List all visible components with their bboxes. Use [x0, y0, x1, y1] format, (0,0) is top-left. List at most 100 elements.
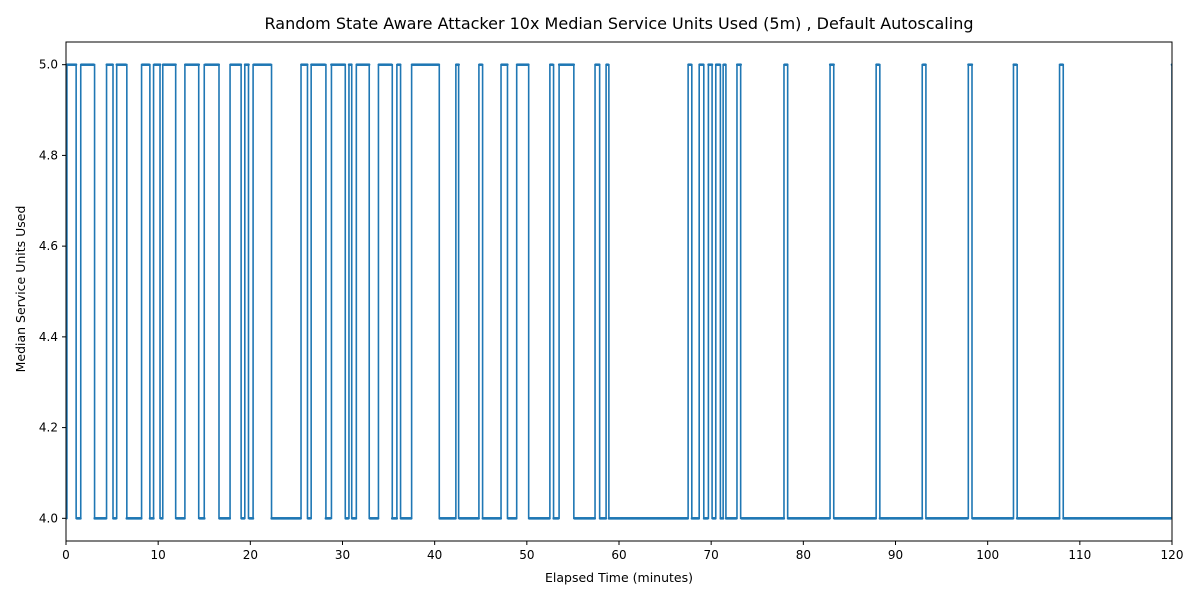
data-point	[551, 63, 554, 66]
data-point	[346, 517, 350, 520]
data-point	[597, 63, 601, 66]
data-point	[877, 63, 881, 66]
x-tick-label: 10	[151, 548, 166, 562]
data-point	[228, 517, 231, 520]
data-point	[1169, 517, 1172, 520]
data-point	[1057, 517, 1061, 520]
data-point	[713, 517, 717, 520]
data-point	[686, 517, 689, 520]
x-tick-label: 50	[519, 548, 534, 562]
data-point	[251, 517, 255, 520]
data-point	[174, 63, 177, 66]
data-point	[832, 63, 835, 66]
data-point	[152, 517, 155, 520]
data-point	[183, 517, 186, 520]
data-point	[701, 63, 705, 66]
y-axis-label: Median Service Units Used	[13, 206, 28, 373]
chart-title: Random State Aware Attacker 10x Median S…	[265, 14, 974, 33]
data-point	[197, 63, 201, 66]
data-point	[160, 517, 164, 520]
x-tick-label: 80	[796, 548, 811, 562]
data-point	[874, 517, 877, 520]
x-tick-label: 120	[1161, 548, 1184, 562]
data-point	[354, 517, 358, 520]
data-point	[514, 517, 518, 520]
data-point	[604, 517, 608, 520]
series-line	[66, 63, 1172, 520]
data-point	[606, 63, 610, 66]
data-point	[239, 63, 243, 66]
data-point	[323, 63, 327, 66]
data-point	[734, 517, 738, 520]
x-tick-label: 30	[335, 548, 350, 562]
data-point	[305, 63, 309, 66]
data-point	[343, 63, 347, 66]
data-point	[718, 63, 721, 66]
data-point	[242, 517, 246, 520]
data-point	[1061, 63, 1064, 66]
data-point	[139, 517, 143, 520]
data-point	[367, 63, 371, 66]
data-point	[329, 517, 332, 520]
data-point	[970, 63, 974, 66]
data-point	[739, 63, 742, 66]
data-point	[111, 63, 114, 66]
data-point	[920, 517, 924, 520]
data-point	[395, 517, 398, 520]
data-point	[499, 517, 502, 520]
data-point	[480, 63, 484, 66]
data-point	[114, 517, 118, 520]
y-tick-label: 4.2	[39, 421, 58, 435]
x-tick-label: 20	[243, 548, 258, 562]
data-point	[92, 63, 95, 66]
data-point	[1011, 517, 1015, 520]
data-point	[202, 517, 206, 520]
data-point	[556, 517, 560, 520]
data-point	[827, 517, 831, 520]
data-point	[376, 517, 380, 520]
y-axis: 4.0 4.2 4.4 4.6 4.8 5.0	[39, 58, 66, 525]
data-point	[966, 517, 969, 520]
data-point	[1014, 63, 1018, 66]
plot-frame	[65, 41, 1173, 542]
data-point	[299, 517, 302, 520]
data-point	[104, 517, 108, 520]
data-point	[454, 517, 457, 520]
x-tick-label: 60	[611, 548, 626, 562]
data-point	[457, 63, 460, 66]
data-point	[548, 517, 551, 520]
data-point	[723, 63, 727, 66]
data-point	[124, 63, 128, 66]
data-point	[389, 63, 393, 66]
data-point	[247, 63, 250, 66]
x-axis: 0 10 20 30 40 50 60 70 80 90 100 110 120	[62, 541, 1183, 562]
y-tick-label: 4.8	[39, 148, 58, 162]
data-point	[782, 517, 786, 520]
data-point	[398, 63, 402, 66]
data-point	[710, 63, 714, 66]
data-point	[697, 517, 700, 520]
x-tick-label: 90	[888, 548, 903, 562]
data-point	[477, 517, 480, 520]
data-point	[593, 517, 596, 520]
data-point	[217, 63, 220, 66]
data-point	[721, 517, 725, 520]
x-tick-label: 0	[62, 548, 70, 562]
data-point	[706, 517, 709, 520]
x-tick-label: 70	[704, 548, 719, 562]
data-point	[409, 517, 413, 520]
data-point	[309, 517, 312, 520]
data-point	[572, 63, 575, 66]
data-point	[350, 63, 353, 66]
y-tick-label: 4.4	[39, 330, 58, 344]
data-point	[785, 63, 789, 66]
x-axis-label: Elapsed Time (minutes)	[545, 570, 693, 585]
y-tick-label: 4.6	[39, 239, 58, 253]
y-tick-label: 4.0	[39, 511, 58, 525]
data-point	[505, 63, 509, 66]
data-point	[269, 63, 272, 66]
plot-area	[65, 41, 1173, 542]
x-tick-label: 100	[976, 548, 999, 562]
x-tick-label: 110	[1068, 548, 1091, 562]
